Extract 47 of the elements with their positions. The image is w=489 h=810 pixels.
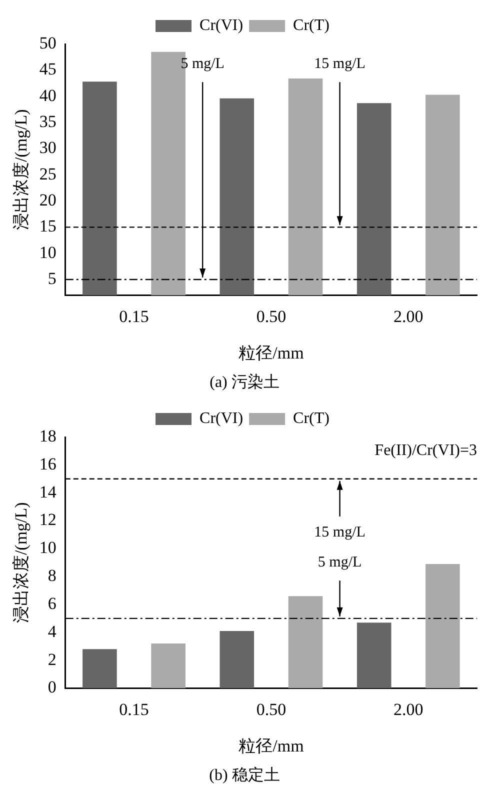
y-tick-label: 14	[39, 482, 57, 502]
y-tick-label: 16	[39, 454, 56, 474]
y-tick-label: 40	[39, 86, 56, 105]
y-tick-label: 2	[48, 650, 56, 669]
y-tick-label: 5	[48, 268, 56, 288]
y-tick-label: 10	[39, 538, 56, 558]
x-tick-label: 0.50	[256, 700, 286, 719]
y-tick-label: 20	[39, 190, 56, 210]
bar	[426, 564, 460, 688]
y-axis-title: 浸出浓度/(mg/L)	[12, 109, 31, 230]
legend-label: Cr(VI)	[200, 17, 244, 34]
y-tick-label: 50	[39, 33, 56, 52]
y-tick-label: 0	[48, 678, 56, 697]
x-tick-label: 0.15	[119, 700, 149, 719]
ref-line-label: 15 mg/L	[314, 524, 366, 540]
y-tick-label: 8	[48, 566, 56, 586]
y-tick-label: 18	[39, 426, 56, 446]
x-tick-label: 2.00	[394, 700, 424, 719]
y-tick-label: 6	[48, 594, 56, 613]
y-tick-label: 25	[39, 164, 56, 184]
y-tick-label: 45	[39, 60, 56, 79]
ref-line-label: 5 mg/L	[180, 56, 224, 72]
bar	[356, 622, 392, 688]
bar	[151, 644, 186, 688]
bar	[220, 630, 254, 688]
ref-line-label: 15 mg/L	[314, 56, 366, 72]
annotation: Fe(II)/Cr(VI)=3	[374, 442, 477, 460]
bar	[82, 649, 117, 688]
x-tick-label: 0.50	[256, 306, 286, 326]
text: (b) 稳定土	[208, 766, 281, 786]
y-tick-label: 4	[48, 622, 57, 641]
y-tick-label: 15	[39, 216, 56, 236]
legend-label: Cr(T)	[293, 17, 330, 34]
x-axis-title: 粒径/mm	[238, 343, 304, 362]
x-axis-title: 粒径/mm	[238, 736, 304, 756]
y-tick-label: 35	[39, 112, 56, 131]
ref-line-label: 5 mg/L	[318, 554, 362, 571]
y-axis-title: 浸出浓度/(mg/L)	[12, 502, 31, 624]
legend-label: Cr(T)	[293, 410, 330, 428]
y-tick-label: 10	[39, 242, 56, 262]
y-tick-label: 30	[39, 138, 56, 158]
text: (a) 污染土	[208, 372, 280, 393]
bar	[288, 596, 323, 688]
x-tick-label: 2.00	[394, 306, 424, 326]
y-tick-label: 12	[39, 510, 56, 530]
legend-label: Cr(VI)	[200, 410, 244, 428]
x-tick-label: 0.15	[119, 306, 149, 326]
